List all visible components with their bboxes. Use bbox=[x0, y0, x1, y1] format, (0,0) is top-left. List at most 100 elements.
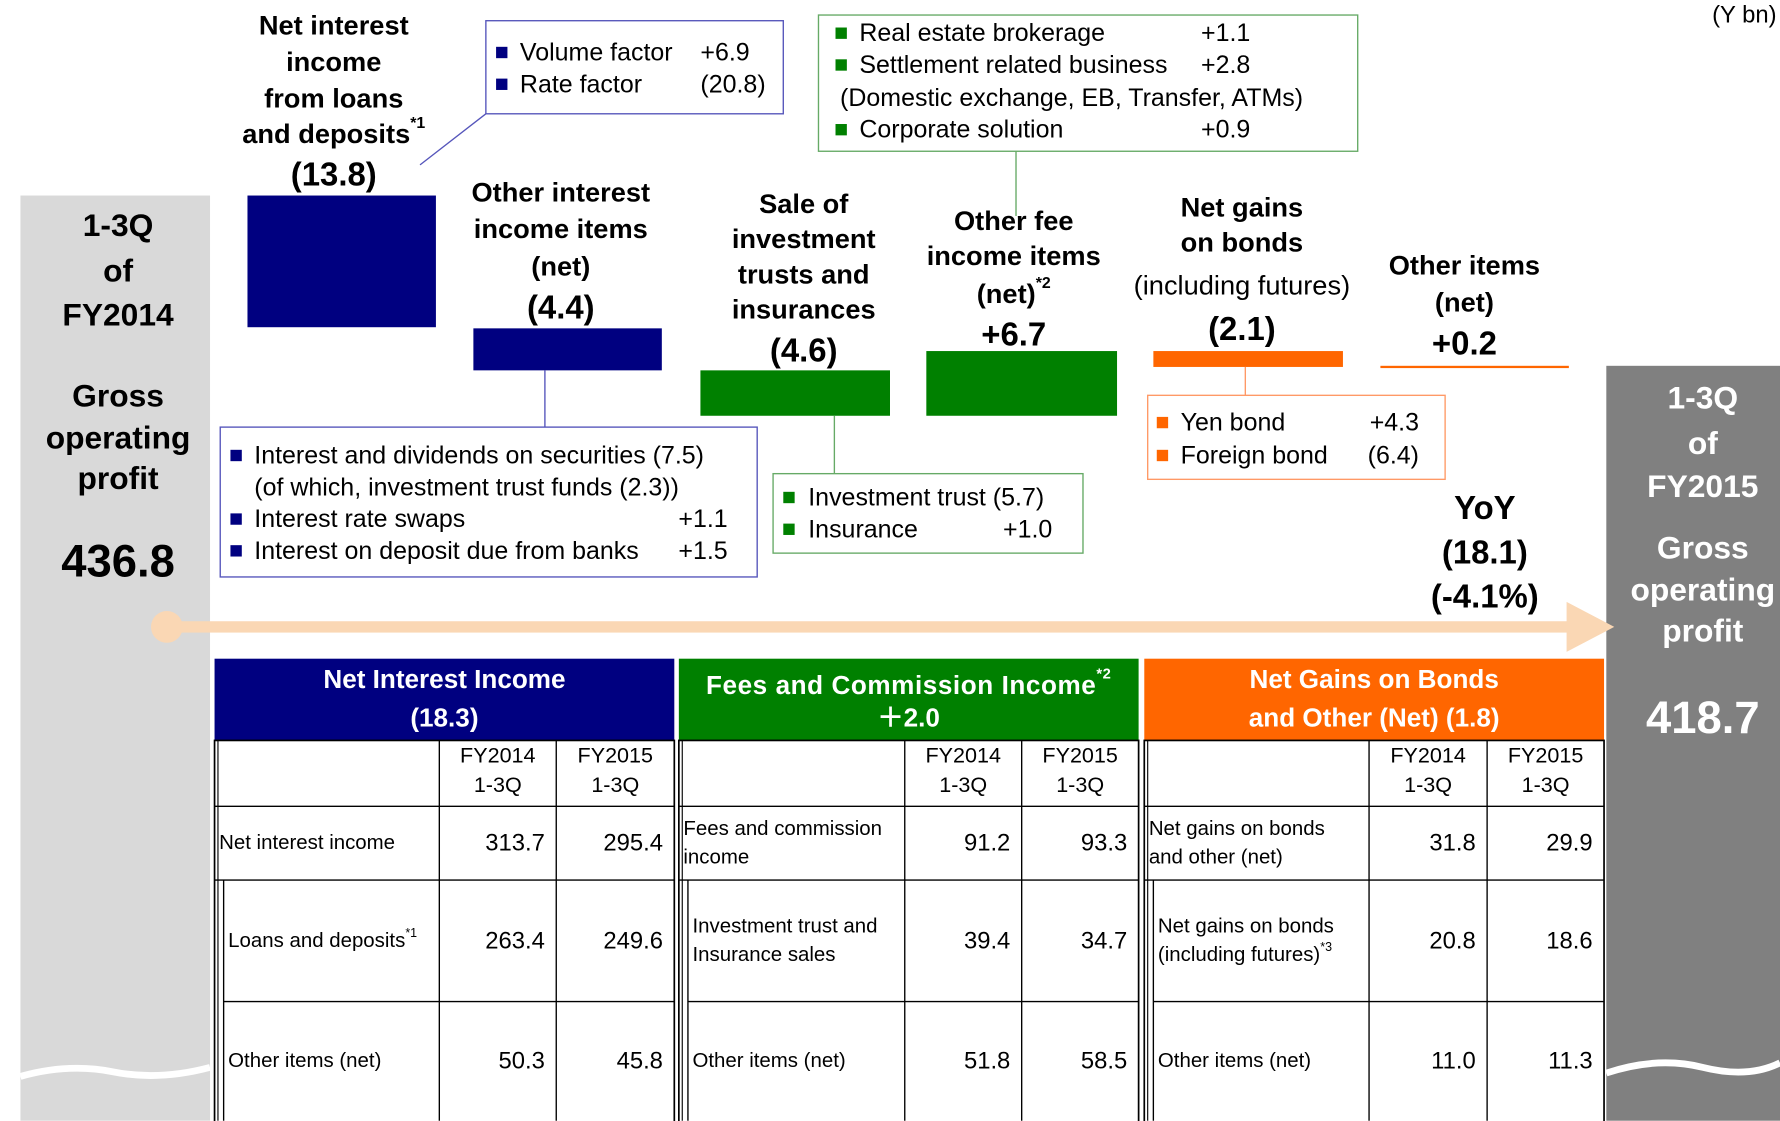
detail-value: +6.9 bbox=[700, 38, 749, 66]
footnote-mark: *2 bbox=[1036, 274, 1051, 291]
bullet bbox=[835, 59, 847, 71]
detail-text: (Domestic exchange, EB, Transfer, ATMs) bbox=[840, 84, 1303, 112]
step-title: and deposits*1 bbox=[242, 114, 425, 148]
detail-text: (of which, investment trust funds (2.3)) bbox=[254, 473, 679, 501]
footnote-mark: *3 bbox=[1320, 940, 1332, 954]
table-header-line: Fees and Commission Income bbox=[706, 670, 1096, 700]
start-column bbox=[20, 195, 211, 1121]
step-value: +0.2 bbox=[1432, 325, 1497, 362]
detail-text: Foreign bond bbox=[1181, 441, 1328, 469]
detail-value: +4.3 bbox=[1370, 409, 1419, 437]
bullet bbox=[835, 27, 847, 39]
table-frame bbox=[678, 739, 1140, 1121]
detail-value: (6.4) bbox=[1368, 441, 1419, 469]
row-label: income bbox=[683, 846, 749, 868]
column-label: 1-3Q bbox=[1667, 380, 1738, 416]
cell-value: 50.3 bbox=[499, 1048, 545, 1075]
cell-value: 18.6 bbox=[1546, 927, 1592, 954]
column-header: FY2015 bbox=[578, 743, 653, 768]
step-bar bbox=[926, 351, 1118, 416]
column-header: FY2015 bbox=[1042, 743, 1117, 768]
step-title: Sale of bbox=[759, 188, 849, 219]
column-label: FY2015 bbox=[1647, 468, 1758, 504]
detail-box bbox=[817, 14, 1359, 152]
column-value: 436.8 bbox=[61, 536, 175, 587]
cell-value: 313.7 bbox=[485, 830, 545, 857]
column-label: profit bbox=[77, 460, 159, 496]
detail-text: Real estate brokerage bbox=[859, 19, 1105, 47]
cell-value: 249.6 bbox=[603, 927, 663, 954]
column-header: 1-3Q bbox=[591, 772, 639, 797]
step-title: (net) bbox=[531, 250, 590, 281]
row-label: Net interest income bbox=[219, 832, 395, 854]
row-label: Fees and commission bbox=[683, 818, 882, 840]
detail-text: Corporate solution bbox=[859, 116, 1063, 144]
detail-box bbox=[772, 472, 1084, 554]
detail-text: Interest rate swaps bbox=[254, 505, 465, 533]
column-label: 1-3Q bbox=[83, 207, 154, 243]
cell-value: 91.2 bbox=[964, 830, 1010, 857]
wave bbox=[1605, 1059, 1780, 1077]
column-label: Gross bbox=[72, 377, 164, 413]
table-header: Net Interest Income bbox=[323, 664, 565, 694]
row-label-line: (including futures) bbox=[1158, 944, 1320, 966]
arrow-start bbox=[150, 611, 183, 643]
column-label: profit bbox=[1662, 612, 1744, 648]
wave bbox=[19, 1064, 211, 1080]
column-header: FY2014 bbox=[925, 743, 1000, 768]
step-title: on bonds bbox=[1181, 227, 1304, 258]
row-label: Other items (net) bbox=[692, 1050, 845, 1072]
bullet bbox=[496, 46, 508, 59]
step-value: (4.6) bbox=[770, 331, 838, 368]
table-frame bbox=[1143, 739, 1605, 1121]
cell-value: 51.8 bbox=[964, 1048, 1010, 1075]
row-label: and other (net) bbox=[1149, 846, 1283, 868]
table-frame bbox=[213, 739, 676, 1121]
bullet bbox=[230, 513, 242, 525]
step-value: +6.7 bbox=[981, 316, 1046, 353]
column-label: of bbox=[103, 252, 133, 288]
step-value: (4.4) bbox=[527, 288, 595, 325]
column-header: 1-3Q bbox=[1404, 772, 1452, 797]
table-header: (18.3) bbox=[410, 703, 478, 733]
row-label: Net gains on bonds bbox=[1149, 818, 1325, 840]
column-label: operating bbox=[46, 419, 191, 455]
yoy: (18.1) bbox=[1442, 533, 1528, 570]
detail-text: Insurance bbox=[808, 515, 918, 543]
yoy: YoY bbox=[1454, 489, 1516, 526]
footnote-mark: *2 bbox=[1096, 667, 1111, 683]
detail-box bbox=[1147, 394, 1446, 481]
cell-value: 263.4 bbox=[485, 927, 545, 954]
row-label: Other items (net) bbox=[1158, 1050, 1311, 1072]
cell-value: 34.7 bbox=[1081, 927, 1127, 954]
row-label: Loans and deposits*1 bbox=[228, 926, 417, 952]
step-bar bbox=[473, 328, 662, 371]
detail-text: Investment trust (5.7) bbox=[808, 483, 1044, 511]
step-title: investment bbox=[732, 223, 876, 254]
detail-value: +2.8 bbox=[1201, 51, 1250, 79]
column-header: FY2014 bbox=[1390, 743, 1465, 768]
step-bar bbox=[700, 370, 890, 416]
bullet bbox=[230, 449, 242, 462]
unit: (Y bn) bbox=[1712, 2, 1776, 29]
detail-value: +1.0 bbox=[1003, 515, 1052, 543]
yoy: (-4.1%) bbox=[1431, 578, 1539, 615]
row-label: Other items (net) bbox=[228, 1050, 381, 1072]
detail-value: +1.1 bbox=[1201, 19, 1250, 47]
detail-box bbox=[485, 20, 784, 115]
column-label: operating bbox=[1630, 571, 1775, 607]
bullet bbox=[783, 523, 795, 535]
bullet bbox=[783, 491, 795, 504]
table-header-bg bbox=[678, 658, 1139, 741]
footnote-mark: *1 bbox=[405, 926, 417, 940]
step-title-line: (net) bbox=[977, 278, 1036, 309]
step-value: (13.8) bbox=[291, 155, 377, 192]
bullet bbox=[1156, 416, 1169, 429]
column-label: of bbox=[1688, 425, 1718, 461]
footnote-mark: *1 bbox=[410, 114, 425, 131]
bullet bbox=[496, 78, 508, 90]
row-label: Insurance sales bbox=[692, 944, 835, 966]
step-title: from loans bbox=[264, 82, 403, 113]
arrow-shaft bbox=[166, 621, 1569, 633]
detail-value: +1.1 bbox=[678, 505, 727, 533]
